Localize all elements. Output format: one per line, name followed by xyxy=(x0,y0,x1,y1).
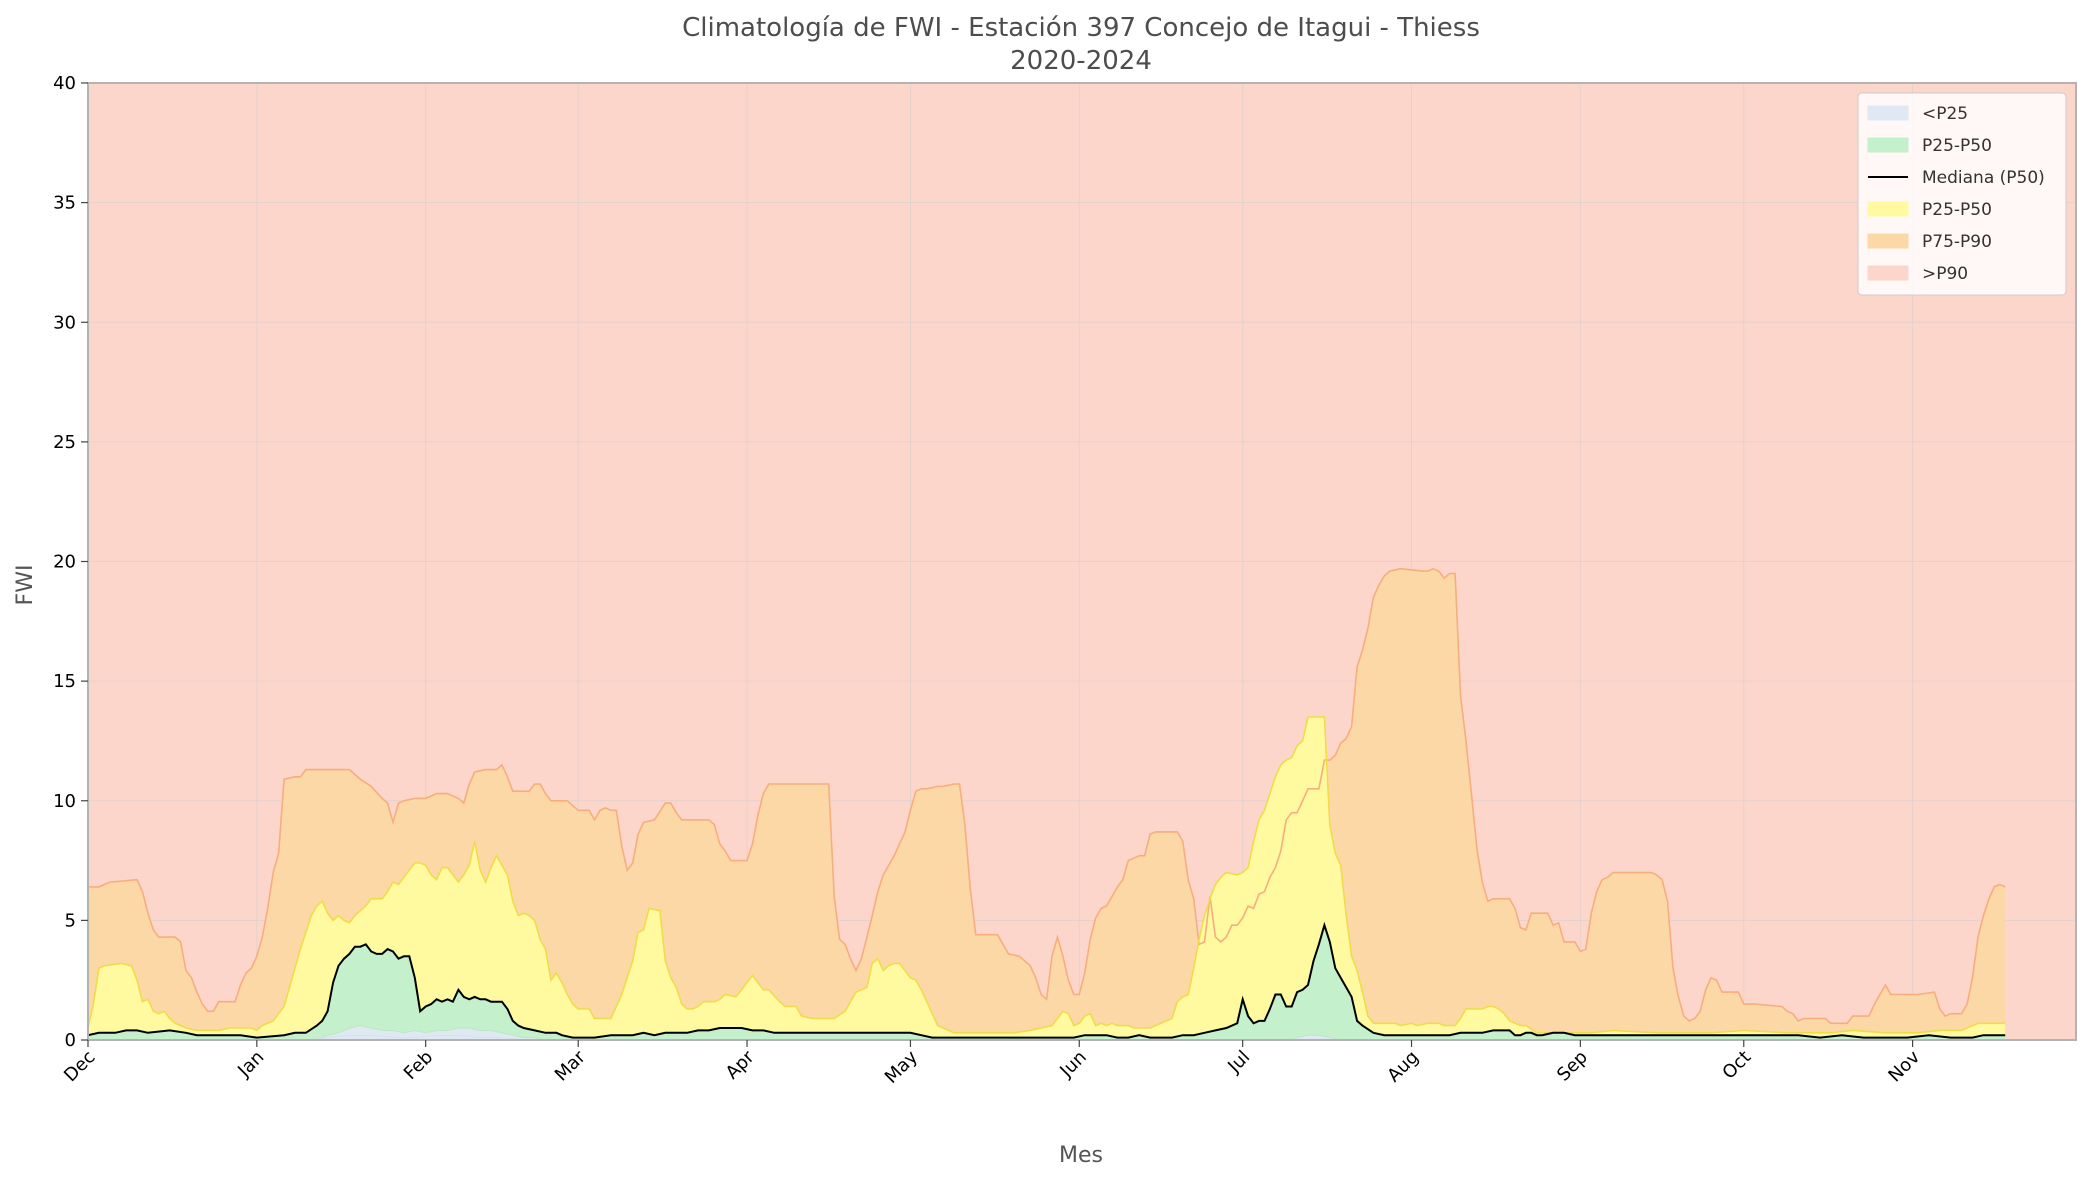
area-p50-p75 xyxy=(88,717,2006,1040)
legend-swatch xyxy=(1867,105,1909,121)
y-tick-label: 15 xyxy=(53,671,76,692)
y-tick-label: 5 xyxy=(65,910,76,931)
chart-subtitle: 2020-2024 xyxy=(1010,46,1152,76)
chart-title: Climatología de FWI - Estación 397 Conce… xyxy=(682,13,1480,43)
legend-swatch xyxy=(1867,233,1909,249)
x-tick-label: May xyxy=(881,1046,922,1087)
x-tick-label: Dec xyxy=(60,1047,99,1086)
legend-swatch xyxy=(1867,265,1909,281)
legend-label: P75-P90 xyxy=(1922,232,1992,252)
x-tick-label: Sep xyxy=(1553,1047,1592,1086)
line-lt-p25 xyxy=(88,1034,2006,1041)
line-p90 xyxy=(88,567,2006,1025)
legend-label: P25-P50 xyxy=(1922,200,1992,220)
legend-label: P25-P50 xyxy=(1922,136,1992,156)
series-group xyxy=(87,567,2006,1041)
line-p75 xyxy=(87,716,2006,1034)
axes: 0 5 10 15 20 25 30 35 40 Dec Jan Feb Mar Apr May Jun Jul… xyxy=(53,73,2077,1088)
area-p75-p90 xyxy=(88,568,2006,1040)
median-line xyxy=(87,921,2006,1039)
y-tick-label: 0 xyxy=(65,1030,76,1051)
y-tick-label: 40 xyxy=(53,73,76,94)
x-tick-label: Jan xyxy=(233,1047,268,1082)
y-tick-label: 10 xyxy=(53,791,76,812)
y-tick-label: 35 xyxy=(53,193,76,214)
legend-swatch xyxy=(1867,137,1909,153)
y-axis-label: FWI xyxy=(13,565,38,606)
area-lt-p25 xyxy=(88,1025,2006,1040)
x-tick-label: Oct xyxy=(1718,1047,1755,1084)
y-tick-label: 25 xyxy=(53,432,76,453)
legend-label: >P90 xyxy=(1922,264,1968,284)
legend: <P25 P25-P50 Mediana (P50) P25-P50 P75-P90 >P… xyxy=(1857,92,2067,296)
x-tick-label: Jul xyxy=(1223,1047,1254,1078)
x-tick-label: Nov xyxy=(1884,1046,1924,1086)
x-tick-label: Feb xyxy=(400,1047,437,1084)
legend-swatch xyxy=(1867,201,1909,217)
x-axis-label: Mes xyxy=(1059,1143,1103,1168)
x-tick-label: Apr xyxy=(722,1046,759,1083)
y-tick-label: 30 xyxy=(53,312,76,333)
line-p25 xyxy=(88,1024,2006,1041)
legend-box xyxy=(1857,92,2067,296)
x-tick-label: Mar xyxy=(551,1046,590,1085)
x-tick-label: Aug xyxy=(1383,1047,1423,1087)
legend-label: <P25 xyxy=(1922,104,1968,124)
legend-label: Mediana (P50) xyxy=(1922,168,2045,188)
x-tick-label: Jun xyxy=(1055,1047,1090,1082)
y-tick-label: 20 xyxy=(53,552,76,573)
